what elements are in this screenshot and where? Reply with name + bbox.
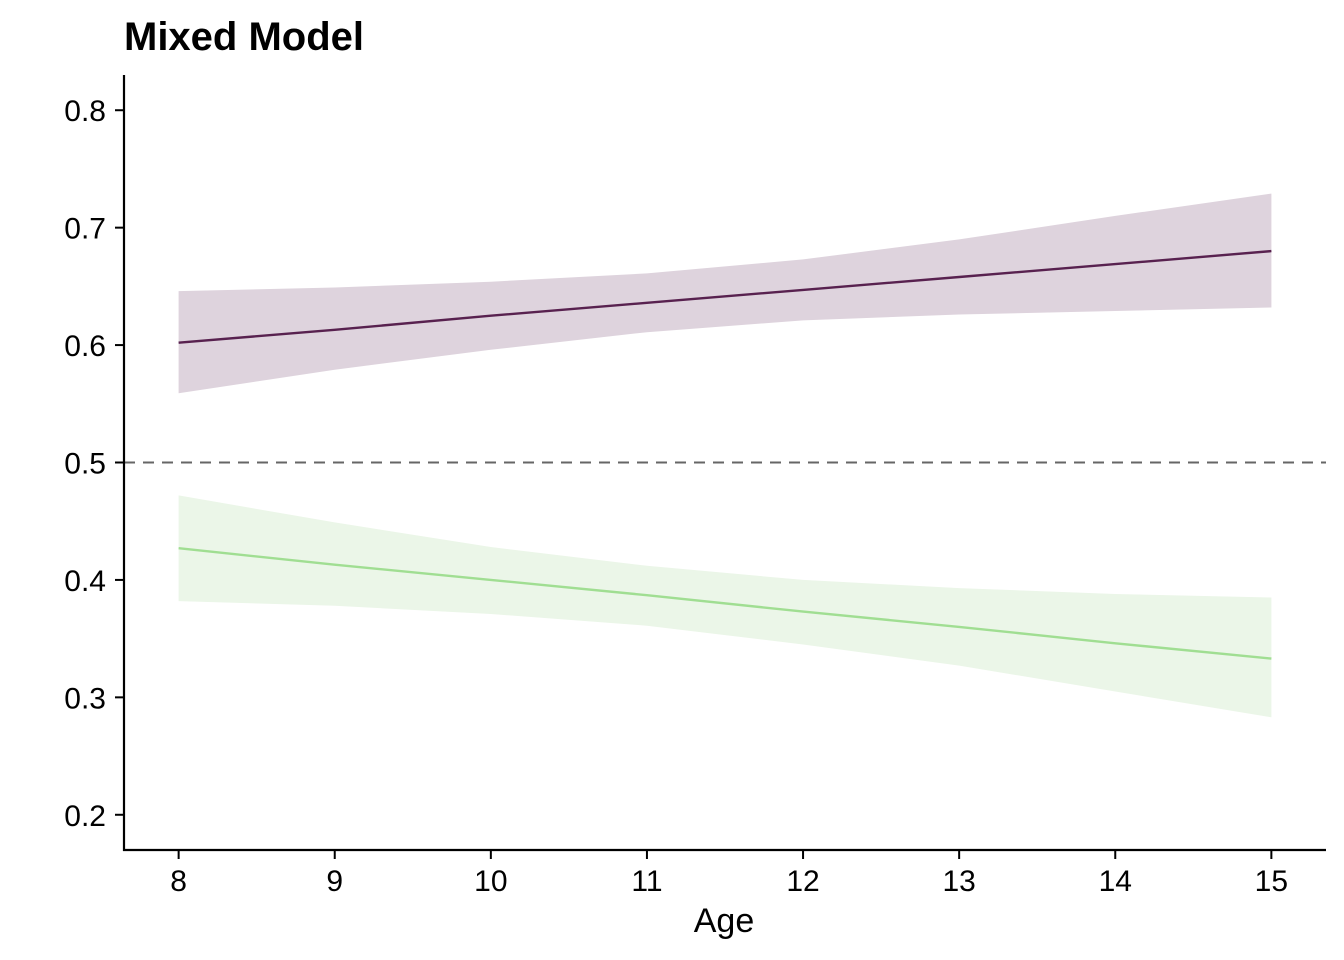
x-tick-label: 14 — [1099, 865, 1132, 898]
series-lines — [178, 249, 1272, 660]
x-tick-label: 13 — [942, 865, 975, 898]
x-tick-label: 10 — [474, 865, 507, 898]
y-tick-label: 0.4 — [64, 565, 106, 598]
y-tick-label: 0.5 — [64, 448, 106, 481]
series-line-1 — [178, 249, 1272, 344]
y-tick-label: 0.7 — [64, 213, 106, 246]
y-tick-label: 0.3 — [64, 682, 106, 715]
x-tick-label: 9 — [326, 865, 343, 898]
y-axis-ticks: 0.2 0.3 0.4 0.5 0.6 0.7 0.8 — [64, 95, 124, 833]
confidence-band-2 — [178, 495, 1272, 718]
x-tick-label: 12 — [786, 865, 819, 898]
y-tick-label: 0.6 — [64, 330, 106, 363]
y-tick-label: 0.8 — [64, 95, 106, 128]
x-axis-title: Age — [694, 902, 755, 940]
series-line-2 — [178, 547, 1272, 660]
confidence-bands — [178, 193, 1272, 718]
y-tick-label: 0.2 — [64, 800, 106, 833]
x-axis-ticks: 8 9 10 11 12 13 14 15 — [170, 850, 1288, 898]
x-tick-label: 11 — [631, 865, 662, 898]
confidence-band-1 — [178, 193, 1272, 394]
x-tick-label: 8 — [170, 865, 187, 898]
x-tick-label: 15 — [1255, 865, 1288, 898]
chart-title: Mixed Model — [124, 15, 364, 59]
